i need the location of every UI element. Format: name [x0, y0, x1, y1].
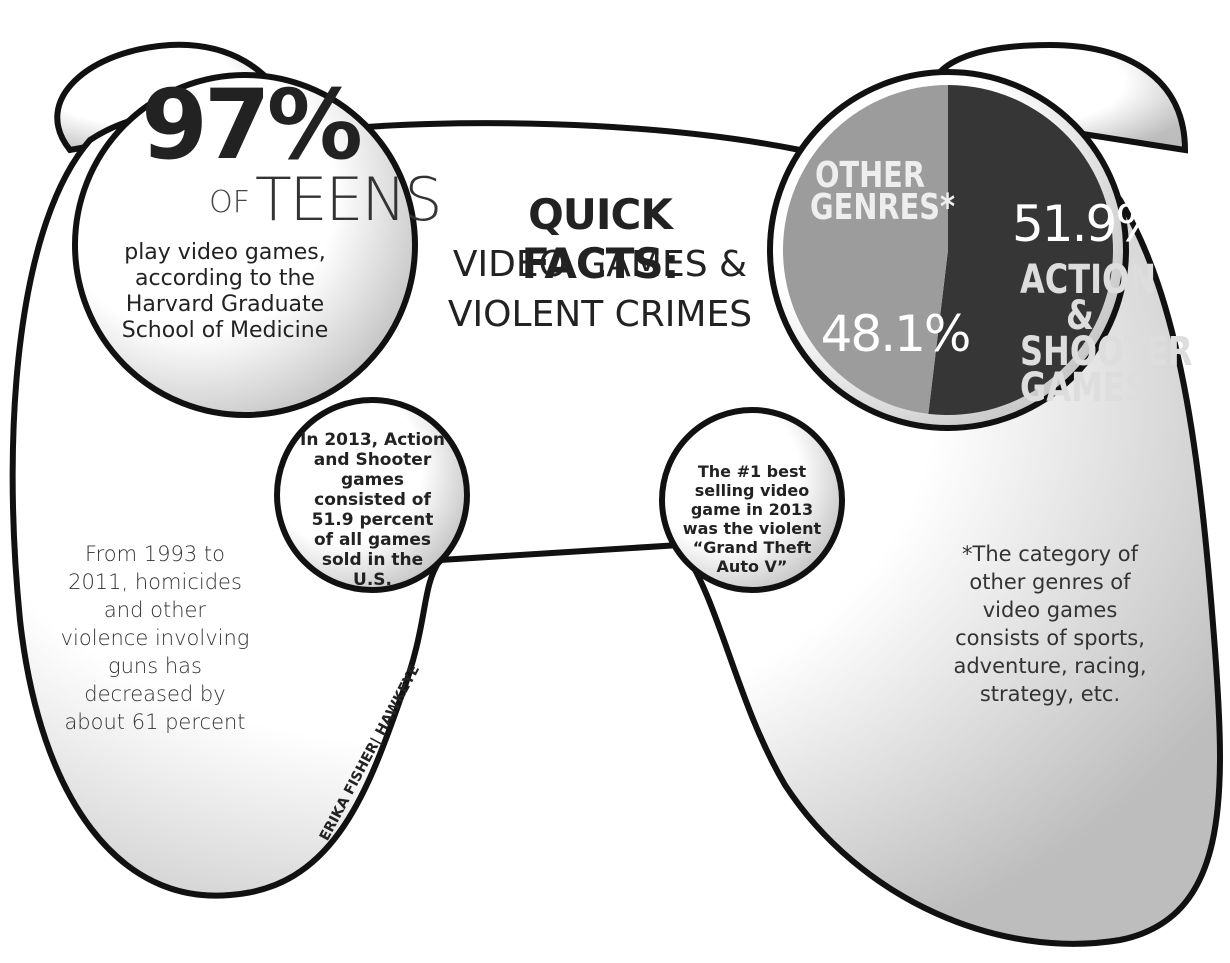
fact: In 2013, Action and Shooter games consis…: [300, 430, 445, 590]
slice-label: OTHER GENRES*: [810, 160, 930, 225]
note: From 1993 to 2011, homicides and other v…: [30, 540, 280, 736]
infographic: 97% OF TEENS play video games, according…: [0, 0, 1230, 963]
fact: The #1 best selling video game in 2013 w…: [682, 462, 822, 576]
stat-of: OF: [200, 185, 250, 220]
stat-text: play video games, according to the Harva…: [100, 240, 350, 344]
value-label: 51.9%: [1012, 195, 1147, 253]
slice-label: ACTION & SHOOTER GAMES: [1020, 262, 1140, 406]
note: *The category of other genres of video g…: [950, 540, 1150, 708]
stat-number: 97%: [140, 75, 360, 175]
stat-who: TEENS: [255, 165, 425, 235]
value-label: 48.1%: [820, 305, 970, 363]
subtitle: VIDEO GAMES & VIOLENT CRIMES: [445, 240, 755, 340]
